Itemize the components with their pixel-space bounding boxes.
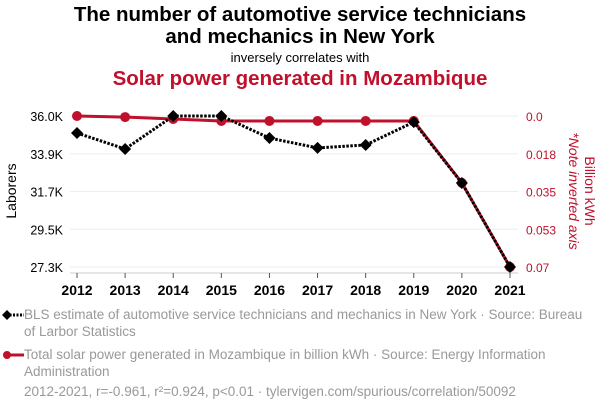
left-tick-label: 29.5K: [30, 223, 63, 237]
legend-item-solar: Total solar power generated in Mozambiqu…: [3, 346, 584, 380]
x-tick-label: 2018: [350, 282, 381, 298]
data-point-laborers: [359, 138, 372, 151]
x-tick-label: 2017: [302, 282, 333, 298]
chart-title-line2: and mechanics in New York: [165, 25, 435, 48]
grid-lines: [70, 115, 518, 268]
legend-label-solar: Total solar power generated in Mozambiqu…: [24, 347, 546, 379]
data-point-laborers: [504, 261, 516, 273]
left-tick-label: 27.3K: [30, 261, 63, 275]
footer-stats: 2012-2021, r=-0.961, r²=0.924, p<0.01 · …: [24, 384, 516, 399]
diamond-dotted-line-icon: [2, 310, 24, 320]
x-tick-label: 2012: [61, 282, 92, 298]
left-tick-label: 36.0K: [30, 110, 63, 124]
x-tick-label: 2015: [206, 282, 237, 298]
x-tick-label: 2016: [254, 282, 285, 298]
data-point-solar: [72, 111, 82, 121]
right-axis-note: *Note inverted axis: [566, 132, 582, 250]
x-tick-label: 2014: [158, 282, 189, 298]
series-solar-line: [76, 114, 512, 268]
x-tick-label: 2020: [446, 282, 477, 298]
chart-subtitle: inversely correlates with: [230, 50, 370, 65]
left-tick-label: 31.7K: [30, 186, 63, 200]
legend-item-laborers: BLS estimate of automotive service techn…: [2, 306, 584, 340]
data-point-solar: [312, 115, 323, 126]
legend-label-laborers: BLS estimate of automotive service techn…: [24, 307, 583, 339]
data-point-laborers: [119, 142, 132, 155]
chart-title-secondary: Solar power generated in Mozambique: [112, 67, 488, 90]
right-tick-label: 0.053: [526, 223, 556, 237]
data-point-laborers: [263, 132, 276, 145]
left-tick-label: 33.9K: [30, 148, 63, 162]
data-point-laborers: [311, 141, 324, 154]
data-point-laborers: [71, 127, 83, 140]
right-axis-ticks: 0.0 0.018 0.035 0.053 0.07: [526, 110, 556, 275]
data-point-laborers: [167, 110, 180, 122]
circle-line-icon: [3, 351, 24, 359]
x-tick-label: 2019: [398, 282, 429, 298]
x-tick-label: 2013: [110, 282, 141, 298]
data-point-laborers: [455, 176, 468, 189]
data-point-laborers: [407, 116, 420, 129]
x-tick-label: 2021: [494, 282, 525, 298]
right-tick-label: 0.07: [526, 261, 550, 275]
data-point-laborers: [215, 110, 228, 122]
right-tick-label: 0.018: [526, 148, 556, 162]
data-point-solar: [264, 115, 275, 126]
data-point-solar: [120, 112, 131, 123]
chart-title-line1: The number of automotive service technic…: [73, 3, 527, 26]
series-laborers: [71, 110, 516, 273]
right-axis-label: Billion kWh: [582, 156, 598, 225]
left-axis-label: Laborers: [3, 163, 19, 218]
right-tick-label: 0.0: [526, 110, 543, 124]
data-point-solar: [360, 115, 371, 126]
x-axis: 2012 2013 2014 2015 2016 2017 2018 2019 2020 2021: [61, 272, 526, 298]
right-tick-label: 0.035: [526, 186, 556, 200]
left-axis-ticks: 36.0K 33.9K 31.7K 29.5K 27.3K: [30, 110, 63, 275]
